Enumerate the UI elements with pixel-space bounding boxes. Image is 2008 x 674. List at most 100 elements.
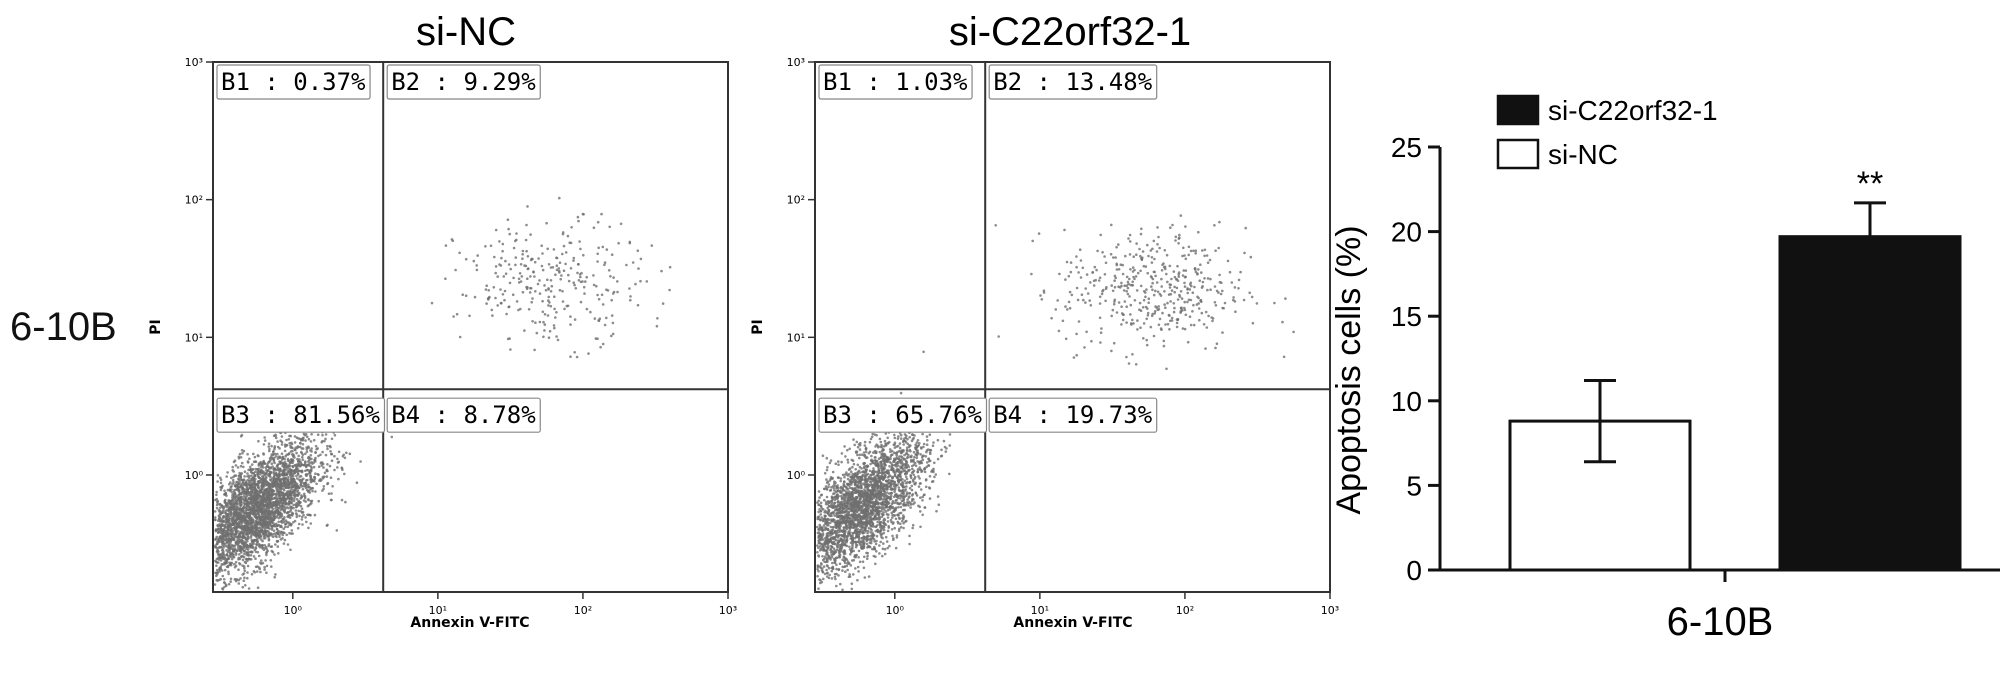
scatter-point [915, 494, 919, 497]
scatter-point [262, 452, 265, 455]
scatter-point [304, 439, 307, 442]
scatter-point [856, 565, 860, 569]
scatter-point [237, 477, 240, 480]
scatter-point [274, 455, 278, 458]
scatter-point [915, 441, 919, 444]
scatter-point [541, 252, 544, 255]
scatter-point [288, 441, 292, 445]
scatter-point [272, 450, 275, 454]
scatter-point [927, 457, 930, 461]
scatter-point [933, 461, 936, 465]
scatter-point [317, 454, 320, 458]
scatter-point [899, 433, 903, 437]
scatter-point [444, 277, 447, 281]
scatter-point [255, 496, 259, 499]
scatter-point [611, 332, 615, 336]
scatter-point [850, 475, 853, 479]
scatter-point [608, 225, 611, 229]
scatter-point [846, 474, 850, 477]
scatter-point [337, 477, 340, 481]
scatter-point [511, 293, 515, 297]
scatter-point [238, 508, 241, 512]
scatter-point [276, 545, 280, 548]
x-tick-label: 10³ [719, 604, 737, 617]
scatter-point [259, 470, 263, 474]
scatter-point [492, 286, 496, 289]
scatter-point [272, 518, 275, 522]
scatter-point [301, 487, 305, 491]
scatter-point [235, 488, 238, 491]
scatter-point [928, 459, 931, 463]
scatter-point [330, 498, 333, 502]
scatter-point [296, 473, 300, 476]
scatter-point [269, 559, 273, 562]
scatter-point [259, 561, 262, 564]
scatter-point [268, 447, 271, 451]
scatter-point [340, 467, 344, 470]
scatter-point [223, 568, 227, 572]
scatter-point [305, 520, 308, 524]
scatter-point [825, 456, 829, 460]
scatter-point [501, 293, 505, 296]
scatter-point [526, 254, 530, 258]
scatter-point [273, 523, 277, 527]
scatter-point [272, 456, 276, 460]
scatter-point [237, 498, 241, 502]
scatter-point [828, 556, 832, 560]
scatter-point [317, 473, 320, 477]
scatter-point [878, 450, 882, 454]
scatter-point [883, 552, 887, 556]
scatter-point [261, 546, 265, 549]
scatter-point [280, 435, 284, 438]
scatter-point [238, 532, 242, 536]
scatter-point [576, 271, 579, 275]
scatter-point [567, 273, 570, 277]
scatter-point [234, 474, 238, 477]
scatter-point [577, 279, 581, 282]
scatter-point [219, 488, 223, 492]
scatter-point [246, 564, 250, 568]
scatter-point [219, 554, 223, 558]
scatter-point [827, 483, 831, 486]
scatter-point [577, 219, 580, 223]
scatter-point [848, 573, 851, 576]
scatter-point [335, 529, 339, 532]
scatter-point [220, 552, 223, 556]
scatter-point [237, 490, 241, 493]
scatter-point [297, 509, 301, 513]
scatter-point [243, 569, 247, 573]
scatter-point [275, 474, 279, 478]
scatter-point [903, 453, 906, 457]
scatter-point [232, 503, 235, 506]
scatter-point [860, 484, 863, 487]
scatter-point [256, 468, 260, 471]
scatter-point [262, 548, 266, 551]
scatter-point [232, 481, 235, 484]
scatter-point [330, 452, 334, 456]
quadrant-b4-label: B4 : 8.78% [386, 397, 541, 433]
scatter-point [845, 507, 849, 510]
scatter-point [569, 355, 572, 359]
scatter-point [244, 490, 247, 494]
scatter-point [572, 259, 575, 262]
scatter-point [899, 437, 903, 440]
scatter-point [299, 439, 303, 442]
scatter-point [819, 501, 823, 505]
scatter-point [265, 503, 268, 506]
scatter-point [272, 479, 276, 482]
scatter-point [860, 509, 863, 512]
scatter-point [249, 465, 252, 469]
scatter-point [592, 226, 596, 229]
scatter-point [889, 457, 892, 461]
scatter-point [297, 454, 301, 458]
scatter-point [824, 502, 828, 506]
scatter-point [312, 438, 316, 442]
scatter-point [307, 526, 310, 530]
scatter-point [239, 577, 242, 580]
scatter-point [215, 503, 219, 507]
scatter-point [487, 289, 491, 292]
scatter-point [273, 575, 277, 579]
scatter-point [243, 560, 247, 564]
scatter-point [265, 483, 269, 487]
